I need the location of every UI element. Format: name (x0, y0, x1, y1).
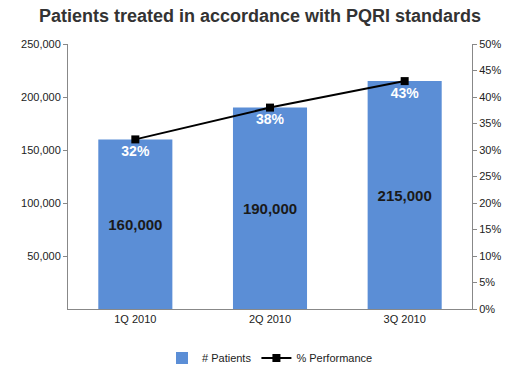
svg-text:250,000: 250,000 (21, 38, 61, 50)
svg-text:10%: 10% (479, 250, 501, 262)
svg-text:3Q 2010: 3Q 2010 (384, 313, 426, 325)
svg-text:25%: 25% (479, 170, 501, 182)
svg-text:100,000: 100,000 (21, 197, 61, 209)
svg-text:# Patients: # Patients (202, 352, 251, 364)
svg-text:20%: 20% (479, 197, 501, 209)
svg-text:50,000: 50,000 (27, 250, 61, 262)
svg-text:32%: 32% (121, 143, 150, 159)
svg-text:150,000: 150,000 (21, 144, 61, 156)
svg-text:215,000: 215,000 (378, 187, 432, 204)
svg-text:2Q 2010: 2Q 2010 (249, 313, 291, 325)
svg-text:30%: 30% (479, 144, 501, 156)
svg-text:15%: 15% (479, 223, 501, 235)
svg-text:% Performance: % Performance (296, 352, 372, 364)
svg-text:160,000: 160,000 (108, 216, 162, 233)
svg-text:190,000: 190,000 (243, 200, 297, 217)
svg-text:0%: 0% (479, 303, 495, 315)
svg-text:35%: 35% (479, 117, 501, 129)
svg-text:5%: 5% (479, 276, 495, 288)
svg-text:200,000: 200,000 (21, 91, 61, 103)
svg-text:43%: 43% (391, 85, 420, 101)
svg-text:Patients treated in accordance: Patients treated in accordance with PQRI… (39, 6, 481, 26)
svg-text:38%: 38% (256, 111, 285, 127)
svg-text:50%: 50% (479, 38, 501, 50)
svg-text:1Q 2010: 1Q 2010 (114, 313, 156, 325)
svg-text:40%: 40% (479, 91, 501, 103)
svg-text:45%: 45% (479, 64, 501, 76)
